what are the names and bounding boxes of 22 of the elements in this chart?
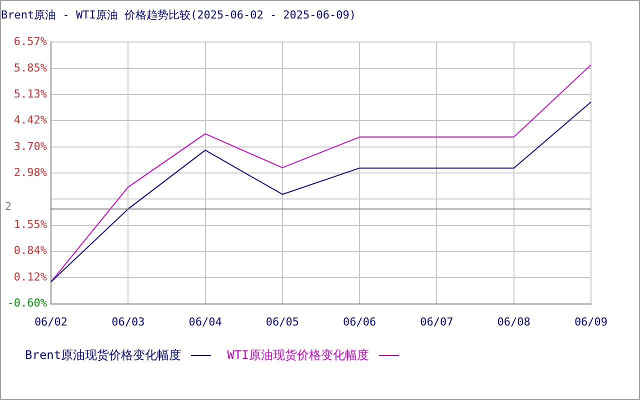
y-tick-label: 5.85% (14, 61, 48, 74)
x-tick-label: 06/07 (420, 315, 454, 328)
x-tick-label: 06/06 (343, 315, 376, 328)
y-tick-label: 0.12% (14, 270, 48, 284)
x-tick-label: 06/02 (34, 315, 68, 328)
x-tick-label: 06/08 (497, 315, 530, 328)
x-tick-label: 06/05 (266, 315, 299, 328)
y-tick-label: 6.57% (14, 35, 48, 48)
x-tick-label: 06/09 (574, 315, 608, 328)
y-tick-label: 2.98% (14, 166, 48, 180)
y-tick-label: 4.42% (14, 114, 48, 127)
x-tick-label: 06/04 (188, 315, 222, 328)
legend-label: Brent原油现货价格变化幅度 (25, 347, 182, 364)
ref-line-label: 2 (5, 200, 12, 213)
y-tick-label: -0.60% (7, 296, 48, 310)
y-tick-label: 0.84% (14, 244, 48, 258)
x-tick-label: 06/03 (112, 315, 145, 328)
y-tick-label: 5.13% (14, 88, 48, 101)
y-tick-label: 3.70% (14, 140, 48, 153)
legend-label: WTI原油现货价格变化幅度 (227, 347, 369, 364)
y-tick-label: 1.55% (14, 218, 48, 232)
chart-title: Brent原油 - WTI原油 价格趋势比较(2025-06-02 - 2025-06-09) (1, 8, 356, 22)
